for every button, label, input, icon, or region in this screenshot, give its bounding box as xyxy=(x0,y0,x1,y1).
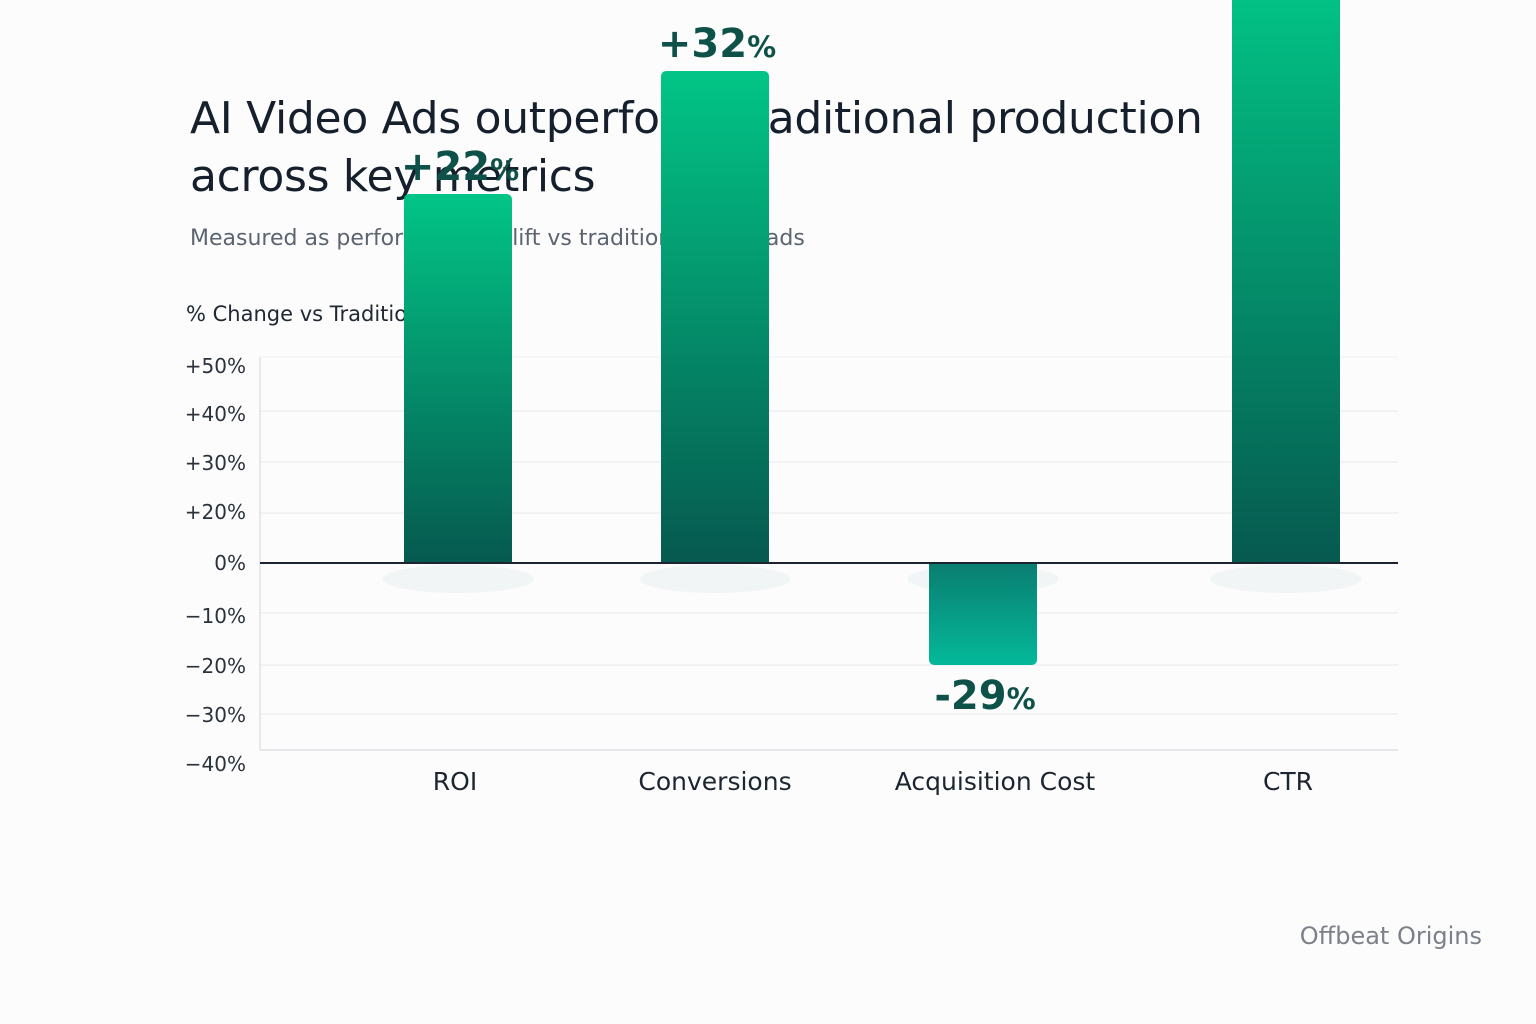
y-tick-label: −20% xyxy=(185,654,246,678)
data-label: -29% xyxy=(934,673,1035,719)
x-category-label: CTR xyxy=(1263,767,1313,796)
y-tick-labels: +50% +40% +30% +20% 0% −10% −20% −30% −40% xyxy=(185,354,246,776)
y-tick-label: +20% xyxy=(185,500,246,524)
y-tick-label: 0% xyxy=(214,551,246,575)
bar-shadow xyxy=(1210,565,1362,593)
y-axis-label: % Change vs Traditional xyxy=(186,302,440,326)
x-category-label: ROI xyxy=(433,767,477,796)
data-labels: +22%+32%-29%+47% xyxy=(401,21,1036,719)
brand-watermark: Offbeat Origins xyxy=(1299,922,1482,950)
bar-shadow xyxy=(639,565,791,593)
x-category-label: Acquisition Cost xyxy=(895,767,1096,796)
data-label: +32% xyxy=(658,21,776,67)
bar-roi xyxy=(404,194,512,563)
y-tick-label: +30% xyxy=(185,451,246,475)
y-tick-label: −40% xyxy=(185,752,246,776)
bars xyxy=(260,0,1398,665)
data-label: +22% xyxy=(401,144,519,190)
bar-ctr xyxy=(1232,0,1340,563)
bar-conversions xyxy=(661,71,769,563)
x-category-label: Conversions xyxy=(638,767,791,796)
y-tick-label: +50% xyxy=(185,354,246,378)
y-tick-label: −10% xyxy=(185,604,246,628)
bar-shadow xyxy=(382,565,534,593)
y-tick-label: −30% xyxy=(185,703,246,727)
y-tick-label: +40% xyxy=(185,402,246,426)
bar-acquisition-cost xyxy=(929,563,1037,665)
x-category-labels: ROI Conversions Acquisition Cost CTR xyxy=(433,767,1313,796)
